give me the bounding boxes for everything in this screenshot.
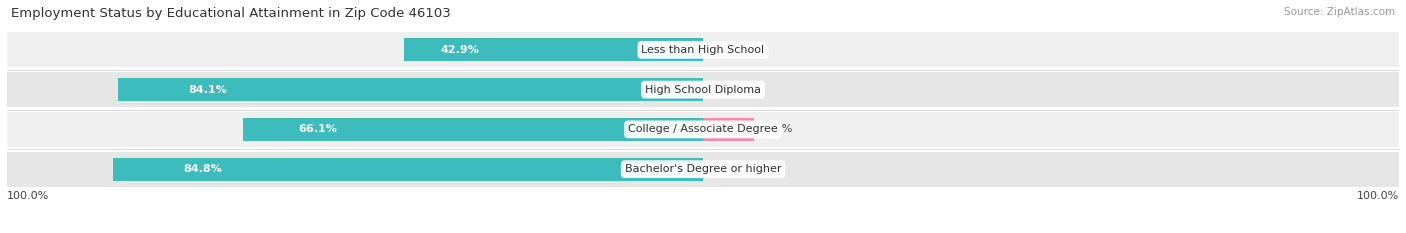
Text: Employment Status by Educational Attainment in Zip Code 46103: Employment Status by Educational Attainm…	[11, 7, 451, 20]
Text: High School Diploma: High School Diploma	[645, 85, 761, 95]
Text: 100.0%: 100.0%	[1357, 191, 1399, 201]
Text: College / Associate Degree: College / Associate Degree	[628, 124, 778, 134]
Text: Less than High School: Less than High School	[641, 45, 765, 55]
Text: Source: ZipAtlas.com: Source: ZipAtlas.com	[1284, 7, 1395, 17]
Bar	[7, 152, 1399, 187]
Text: 84.8%: 84.8%	[184, 164, 222, 174]
Bar	[7, 112, 1399, 147]
Bar	[405, 38, 703, 61]
Bar	[703, 118, 754, 141]
Text: 66.1%: 66.1%	[298, 124, 337, 134]
Text: 0.0%: 0.0%	[713, 45, 742, 55]
Text: 0.0%: 0.0%	[713, 164, 742, 174]
Text: 100.0%: 100.0%	[7, 191, 49, 201]
Bar	[243, 118, 703, 141]
Text: 7.3%: 7.3%	[765, 124, 793, 134]
Text: 42.9%: 42.9%	[440, 45, 479, 55]
Text: 0.0%: 0.0%	[713, 85, 742, 95]
Bar	[118, 78, 703, 101]
Text: Bachelor's Degree or higher: Bachelor's Degree or higher	[624, 164, 782, 174]
Bar	[7, 72, 1399, 107]
Bar	[112, 158, 703, 181]
Text: 84.1%: 84.1%	[188, 85, 226, 95]
Bar	[7, 32, 1399, 67]
